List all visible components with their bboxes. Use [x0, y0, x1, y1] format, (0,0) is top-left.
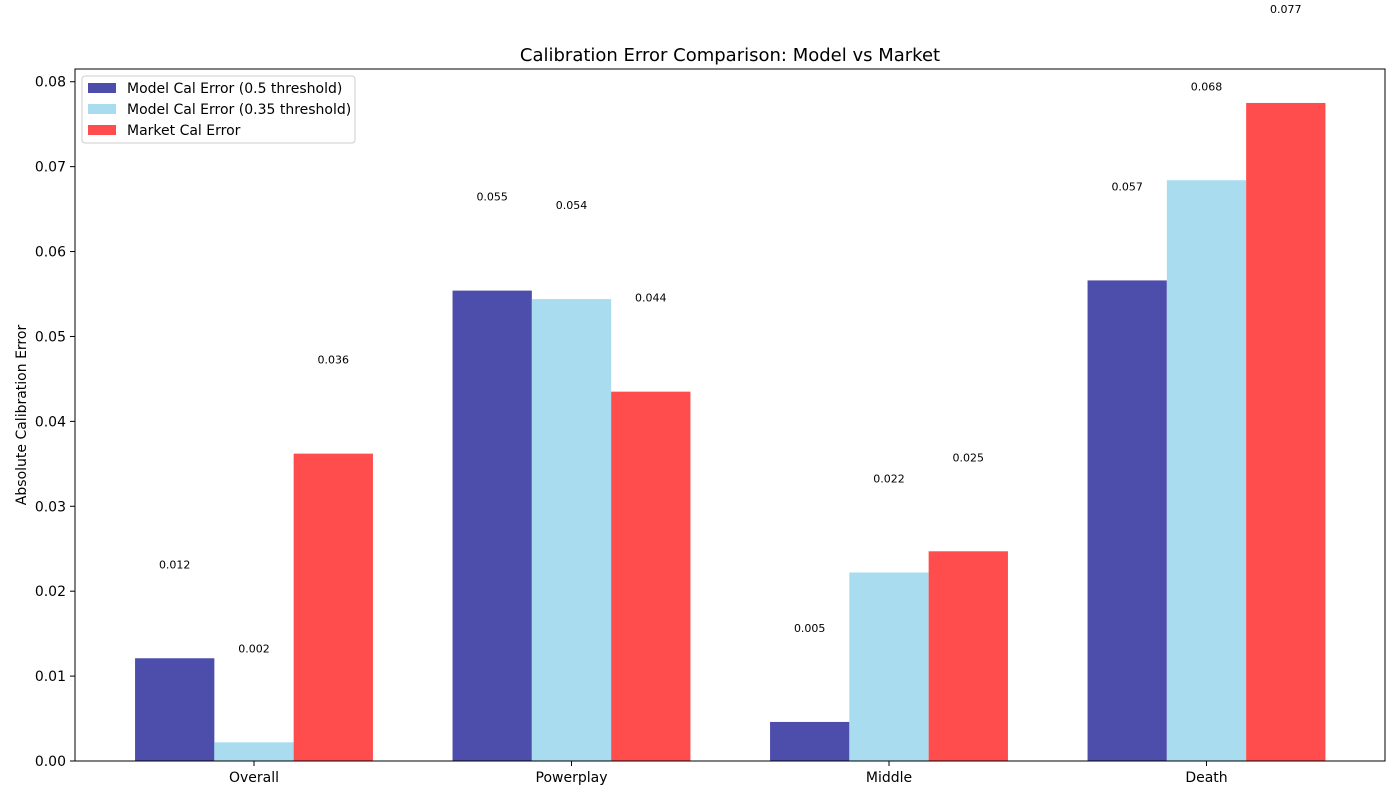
y-axis-ticks: 0.00 0.01 0.02 0.03 0.04 0.05 0.06 0.07 0.08: [35, 75, 75, 770]
value-label-overall-series-3: 0.036: [318, 354, 350, 367]
y-tick-label: 0.00: [35, 754, 66, 770]
legend-label-1: Model Cal Error (0.5 threshold): [127, 81, 342, 97]
value-label-powerplay-series-3: 0.044: [635, 292, 667, 305]
x-tick-label-overall: Overall: [229, 770, 279, 786]
legend: Model Cal Error (0.5 threshold) Model Cal…: [81, 75, 356, 144]
bar-powerplay-series-2: [531, 299, 612, 761]
y-tick-label: 0.03: [35, 499, 66, 515]
chart-title: Calibration Error Comparison: Model vs M…: [520, 45, 940, 66]
y-tick-label: 0.02: [35, 584, 66, 600]
value-label-powerplay-series-2: 0.054: [556, 199, 588, 212]
y-tick-label: 0.01: [35, 669, 66, 685]
value-labels-group: 0.012 0.002 0.036 0.055 0.054 0.044 0.005 0.022…: [159, 3, 1302, 655]
y-tick-label: 0.05: [35, 329, 66, 345]
y-tick-label: 0.04: [35, 414, 66, 430]
bars-group: [135, 102, 1326, 762]
bar-middle-series-3: [928, 551, 1008, 761]
x-tick-label-middle: Middle: [866, 770, 912, 786]
bar-overall-series-1: [135, 658, 215, 761]
y-tick-label: 0.07: [35, 160, 66, 176]
x-tick-label-powerplay: Powerplay: [536, 770, 608, 786]
x-tick-label-death: Death: [1185, 770, 1227, 786]
legend-label-3: Market Cal Error: [127, 123, 241, 139]
y-tick-label: 0.06: [35, 245, 66, 261]
bar-middle-series-2: [849, 572, 929, 761]
value-label-middle-series-2: 0.022: [873, 473, 905, 486]
legend-swatch-3: [88, 125, 116, 135]
y-axis-label: Absolute Calibration Error: [14, 325, 30, 506]
value-label-middle-series-1: 0.005: [794, 622, 826, 635]
bar-powerplay-series-3: [611, 391, 691, 761]
bar-overall-series-2: [214, 742, 294, 761]
bar-death-series-2: [1166, 180, 1247, 762]
x-axis-ticks: Overall Powerplay Middle Death: [229, 761, 1228, 786]
plot-area-frame: [74, 68, 1386, 762]
bar-death-series-1: [1087, 280, 1167, 761]
legend-swatch-2: [88, 104, 116, 114]
value-label-death-series-1: 0.057: [1111, 181, 1143, 194]
legend-label-2: Model Cal Error (0.35 threshold): [127, 102, 351, 118]
y-tick-label: 0.08: [35, 75, 66, 91]
value-label-powerplay-series-1: 0.055: [476, 191, 508, 204]
bar-powerplay-series-1: [452, 290, 532, 761]
value-label-overall-series-2: 0.002: [238, 642, 270, 655]
value-label-death-series-2: 0.068: [1191, 80, 1223, 93]
value-label-overall-series-1: 0.012: [159, 558, 191, 571]
legend-box: [81, 75, 356, 144]
legend-swatch-1: [88, 83, 116, 93]
value-label-middle-series-3: 0.025: [953, 451, 985, 464]
bar-overall-series-3: [293, 453, 373, 761]
value-label-death-series-3: 0.077: [1270, 3, 1302, 16]
bar-middle-series-1: [770, 721, 850, 761]
bar-death-series-3: [1246, 102, 1326, 761]
